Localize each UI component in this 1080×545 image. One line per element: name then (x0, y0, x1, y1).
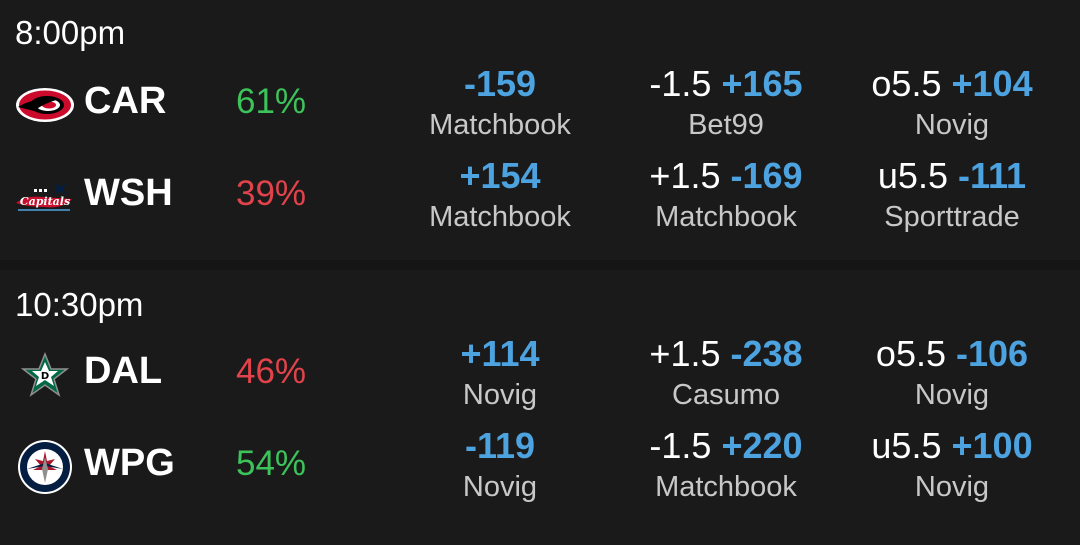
win-probability: 61% (236, 82, 307, 121)
stars-logo-icon: D (14, 350, 76, 400)
sportsbook-name: Novig (462, 471, 538, 503)
moneyline-odds: -119 (464, 425, 536, 466)
sportsbook-name: Novig (914, 109, 990, 141)
total-odds: -111 (958, 155, 1027, 196)
moneyline-cell[interactable]: -159 Matchbook (385, 64, 615, 144)
total-line: o5.5 (875, 333, 946, 374)
moneyline-odds: -159 (463, 63, 537, 104)
spread-line: -1.5 (649, 63, 712, 104)
jets-logo-icon (14, 440, 76, 494)
sportsbook-name: Bet99 (688, 109, 764, 141)
moneyline-cell[interactable]: -119 Novig (385, 426, 615, 506)
total-line: u5.5 (877, 155, 948, 196)
sportsbook-name: Matchbook (655, 471, 797, 503)
spread-cell[interactable]: -1.5 +165 Bet99 (611, 64, 841, 144)
game-time: 10:30pm (15, 286, 144, 323)
moneyline-cell[interactable]: +114 Novig (385, 334, 615, 414)
capitals-logo-icon: Capitals (14, 172, 76, 222)
spread-odds: -169 (730, 155, 803, 196)
total-line: o5.5 (871, 63, 942, 104)
spread-cell[interactable]: -1.5 +220 Matchbook (611, 426, 841, 506)
spread-odds: -238 (730, 333, 803, 374)
spread-cell[interactable]: +1.5 -238 Casumo (611, 334, 841, 414)
sportsbook-name: Novig (914, 379, 990, 411)
win-probability: 46% (236, 352, 307, 391)
sportsbook-name: Novig (914, 471, 990, 503)
svg-text:Capitals: Capitals (20, 195, 70, 208)
total-line: u5.5 (871, 425, 942, 466)
team-row[interactable]: Capitals WSH 39% +154 Matchbook +1.5 -16… (0, 150, 1080, 242)
hurricanes-logo-icon (14, 80, 76, 130)
team-row[interactable]: WPG 54% -119 Novig -1.5 +220 Matchbook u… (0, 420, 1080, 512)
moneyline-odds: +154 (459, 155, 541, 196)
sportsbook-name: Matchbook (655, 201, 797, 233)
total-odds: +100 (951, 425, 1033, 466)
moneyline-cell[interactable]: +154 Matchbook (385, 156, 615, 236)
game-time: 8:00pm (15, 14, 126, 51)
team-abbr: WSH (84, 172, 173, 214)
spread-odds: +220 (721, 425, 803, 466)
team-abbr: CAR (84, 80, 167, 122)
spread-line: +1.5 (649, 155, 721, 196)
sportsbook-name: Sporttrade (884, 201, 1020, 233)
team-abbr: DAL (84, 350, 163, 392)
total-cell[interactable]: o5.5 -106 Novig (837, 334, 1067, 414)
team-row[interactable]: CAR 61% -159 Matchbook -1.5 +165 Bet99 o… (0, 58, 1080, 150)
sportsbook-name: Casumo (672, 379, 780, 411)
team-abbr: WPG (84, 442, 175, 484)
spread-line: +1.5 (649, 333, 721, 374)
sportsbook-name: Matchbook (429, 201, 571, 233)
team-row[interactable]: D DAL 46% +114 Novig +1.5 -238 Casumo o5… (0, 328, 1080, 420)
sportsbook-name: Novig (462, 379, 538, 411)
spread-line: -1.5 (649, 425, 712, 466)
total-cell[interactable]: u5.5 -111 Sporttrade (837, 156, 1067, 236)
svg-text:D: D (41, 371, 49, 382)
sportsbook-name: Matchbook (429, 109, 571, 141)
game-card: 8:00pm CAR 61% -159 Matchbook -1.5 +165 … (0, 0, 1080, 260)
game-card: 10:30pm D DAL 46% +114 Novig +1.5 -238 C… (0, 270, 1080, 545)
spread-cell[interactable]: +1.5 -169 Matchbook (611, 156, 841, 236)
win-probability: 39% (236, 174, 307, 213)
total-odds: +104 (951, 63, 1033, 104)
total-cell[interactable]: o5.5 +104 Novig (837, 64, 1067, 144)
total-odds: -106 (956, 333, 1029, 374)
total-cell[interactable]: u5.5 +100 Novig (837, 426, 1067, 506)
win-probability: 54% (236, 444, 307, 483)
spread-odds: +165 (721, 63, 803, 104)
moneyline-odds: +114 (460, 333, 540, 374)
